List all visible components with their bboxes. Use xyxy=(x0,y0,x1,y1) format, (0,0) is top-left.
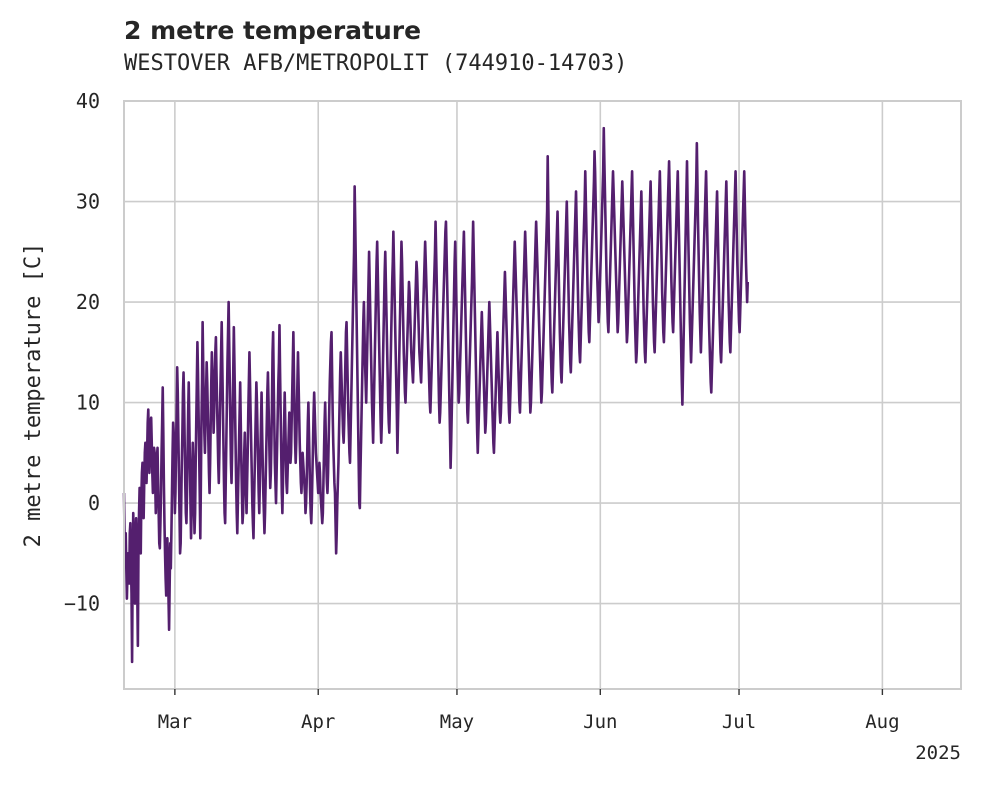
x-offset-label: 2025 xyxy=(915,742,961,764)
temperature-series-line xyxy=(122,126,749,664)
x-tick-label: Apr xyxy=(301,711,335,733)
y-tick-label: 0 xyxy=(88,491,100,515)
chart-subtitle: WESTOVER AFB/METROPOLIT (744910-14703) xyxy=(124,51,628,76)
y-tick-label: 10 xyxy=(76,391,100,415)
y-tick-label: 20 xyxy=(76,290,100,314)
series-layer xyxy=(122,126,749,664)
x-tick-label: Jun xyxy=(583,711,617,733)
y-axis-title: 2 metre temperature [C] xyxy=(21,243,46,548)
x-tick-label: Aug xyxy=(865,711,899,733)
y-tick-label: −10 xyxy=(64,592,100,616)
x-tick-label: Mar xyxy=(158,711,192,733)
x-tick-labels: Mar Apr May Jun Jul Aug xyxy=(158,689,900,733)
plot-frame xyxy=(123,100,962,690)
y-tick-labels: −10 0 10 20 30 40 xyxy=(64,89,100,616)
chart-title: 2 metre temperature xyxy=(124,16,422,45)
y-tick-label: 30 xyxy=(76,190,100,214)
y-tick-label: 40 xyxy=(76,89,100,113)
x-tick-label: Jul xyxy=(722,711,756,733)
x-tick-label: May xyxy=(440,711,474,733)
